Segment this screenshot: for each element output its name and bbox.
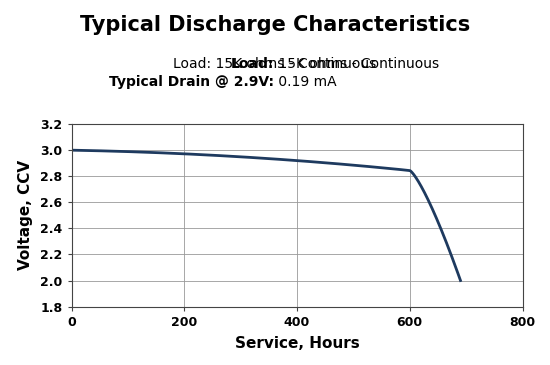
Y-axis label: Voltage, CCV: Voltage, CCV — [18, 160, 34, 270]
Text: Load: 15K ohms - Continuous: Load: 15K ohms - Continuous — [173, 57, 377, 71]
Text: Typical Drain @ 2.9V:: Typical Drain @ 2.9V: — [109, 75, 274, 89]
Text: 15K ohms - Continuous: 15K ohms - Continuous — [274, 57, 439, 71]
X-axis label: Service, Hours: Service, Hours — [235, 335, 359, 350]
Text: 0.19 mA: 0.19 mA — [274, 75, 337, 89]
Text: Load:: Load: — [230, 57, 274, 71]
Text: Typical Discharge Characteristics: Typical Discharge Characteristics — [80, 15, 470, 35]
